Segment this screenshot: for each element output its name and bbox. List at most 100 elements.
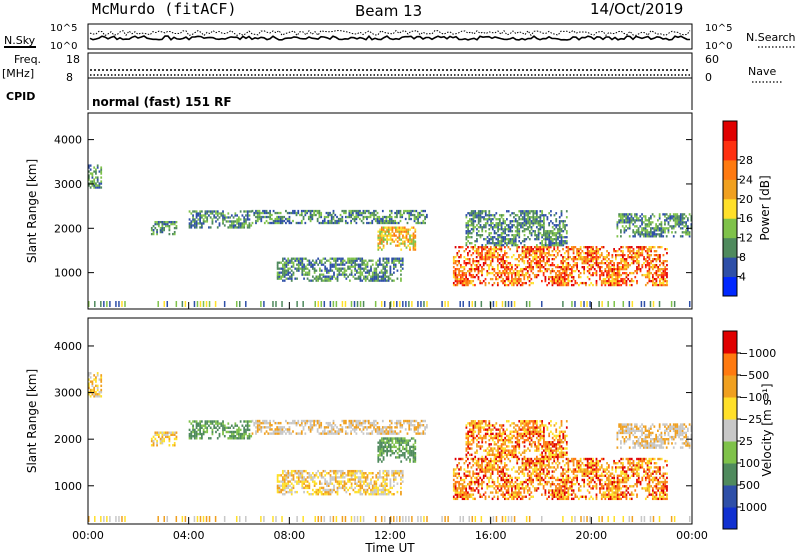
power-echo-cell: [327, 279, 330, 282]
power-clutter-cell: [245, 301, 247, 307]
power-echo-cell: [297, 257, 300, 260]
power-echo-cell: [307, 209, 310, 213]
power-echo-cell: [403, 242, 406, 245]
power-echo-cell: [658, 213, 661, 216]
velocity-echo-cell: [317, 488, 320, 492]
power-echo-cell: [303, 277, 305, 280]
power-echo-cell: [319, 259, 321, 262]
power-echo-cell: [326, 271, 328, 274]
power-echo-cell: [461, 277, 464, 281]
power-echo-cell: [477, 261, 480, 265]
velocity-echo-cell: [377, 454, 380, 457]
power-echo-cell: [588, 250, 591, 253]
velocity-echo-cell: [378, 472, 381, 475]
velocity-echo-cell: [364, 480, 367, 483]
power-echo-cell: [341, 217, 344, 221]
power-echo-cell: [283, 271, 286, 274]
power-echo-cell: [644, 260, 647, 263]
power-echo-cell: [248, 222, 251, 225]
power-echo-cell: [606, 273, 608, 277]
velocity-echo-cell: [371, 476, 374, 479]
velocity-echo-cell: [320, 421, 323, 425]
power-echo-cell: [202, 218, 205, 221]
power-echo-cell: [353, 209, 356, 213]
power-echo-cell: [467, 279, 469, 283]
power-echo-cell: [243, 226, 246, 229]
velocity-echo-cell: [371, 488, 374, 492]
velocity-echo-cell: [425, 424, 428, 427]
power-echo-cell: [586, 260, 589, 263]
velocity-echo-cell: [282, 486, 284, 490]
velocity-echo-cell: [316, 430, 319, 433]
power-echo-cell: [609, 260, 612, 263]
power-echo-cell: [648, 248, 651, 251]
power-echo-cell: [465, 248, 468, 251]
power-echo-cell: [311, 279, 314, 282]
power-echo-cell: [484, 254, 487, 257]
power-echo-cell: [340, 273, 342, 276]
power-echo-cell: [227, 226, 230, 229]
velocity-echo-cell: [336, 482, 339, 485]
beam-title: Beam 13: [355, 2, 422, 20]
power-echo-cell: [553, 234, 556, 237]
power-echo-cell: [590, 263, 593, 267]
power-echo-cell: [560, 254, 563, 257]
power-echo-cell: [623, 271, 626, 275]
velocity-echo-cell: [418, 424, 421, 427]
velocity-echo-cell: [394, 476, 397, 479]
power-echo-cell: [236, 214, 238, 217]
power-echo-cell: [616, 275, 619, 279]
velocity-echo-cell: [100, 384, 103, 388]
power-echo-cell: [500, 256, 503, 259]
power-echo-cell: [504, 236, 507, 239]
power-echo-cell: [297, 221, 300, 225]
power-echo-cell: [528, 238, 531, 241]
power-echo-cell: [537, 265, 540, 269]
power-echo-cell: [400, 277, 402, 280]
power-echo-cell: [465, 222, 468, 225]
velocity-echo-cell: [327, 493, 330, 496]
power-echo-cell: [518, 281, 520, 285]
power-echo-cell: [308, 269, 311, 272]
power-echo-cell: [282, 279, 284, 282]
velocity-echo-cell: [267, 421, 270, 425]
power-echo-cell: [498, 218, 501, 221]
velocity-echo-cell: [350, 472, 353, 475]
power-echo-cell: [382, 230, 385, 233]
power-echo-cell: [452, 273, 455, 277]
freq-tick-bottom: 8: [66, 71, 73, 84]
power-echo-cell: [357, 271, 360, 274]
velocity-echo-cell: [290, 478, 293, 481]
power-echo-cell: [375, 279, 378, 282]
power-echo-cell: [320, 269, 323, 272]
power-echo-cell: [592, 246, 594, 249]
power-echo-cell: [539, 258, 541, 261]
power-echo-cell: [410, 240, 413, 243]
velocity-echo-cell: [339, 428, 342, 431]
velocity-echo-cell: [403, 456, 406, 459]
power-ytick-label: 2000: [54, 222, 82, 235]
power-echo-cell: [493, 216, 496, 219]
power-echo-cell: [500, 232, 503, 235]
power-echo-cell: [320, 211, 323, 215]
power-echo-cell: [348, 273, 351, 276]
velocity-echo-cell: [313, 476, 316, 479]
velocity-echo-cell: [374, 428, 377, 431]
power-clutter-cell: [202, 301, 205, 307]
power-echo-cell: [347, 265, 349, 268]
power-echo-cell: [234, 226, 237, 229]
power-echo-cell: [476, 216, 478, 219]
power-echo-cell: [667, 223, 670, 226]
power-echo-cell: [533, 275, 536, 279]
power-echo-cell: [491, 283, 494, 287]
power-echo-cell: [481, 234, 484, 237]
power-echo-cell: [655, 227, 658, 230]
power-echo-cell: [463, 256, 466, 259]
power-echo-cell: [572, 283, 575, 287]
power-echo-cell: [543, 230, 545, 233]
velocity-echo-cell: [393, 493, 395, 496]
power-echo-cell: [648, 254, 651, 257]
power-echo-cell: [539, 254, 541, 257]
power-echo-cell: [558, 234, 561, 237]
power-echo-cell: [379, 236, 381, 239]
